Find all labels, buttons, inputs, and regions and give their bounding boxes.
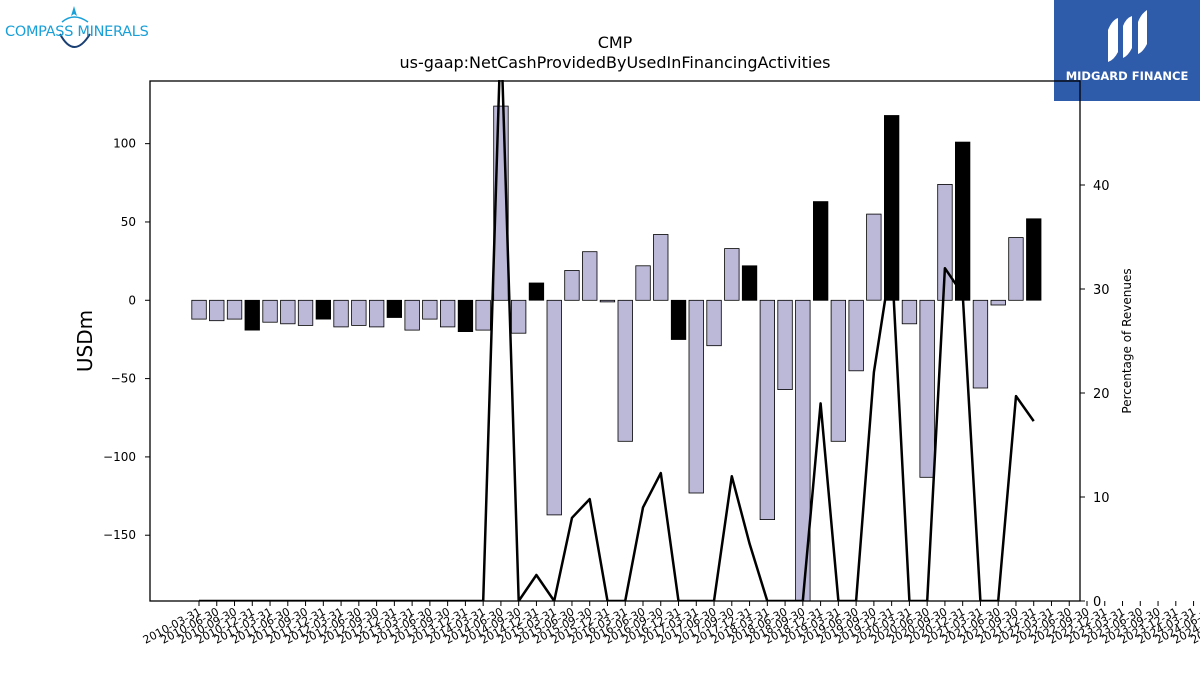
bar-2013-12-31 (457, 299, 474, 332)
bar-2014-03-31 (475, 299, 491, 331)
bar-2018-12-31 (813, 201, 829, 301)
bar-2014-12-31 (528, 282, 545, 301)
percentage-of-revenues-line (199, 80, 1035, 601)
bar-2010-03-31 (191, 299, 207, 320)
bar-2011-09-30 (297, 299, 314, 326)
bar-2015-06-30 (564, 270, 580, 301)
bar-2021-12-31 (1026, 218, 1042, 301)
y-axis-left: −150 −100 −50 0 50 100 (103, 137, 150, 542)
y-tick-label-0: 0 (128, 293, 136, 307)
chart-title: CMP (598, 33, 633, 52)
bar-2019-12-31 (884, 115, 900, 301)
bar-2013-06-30 (422, 299, 438, 320)
midgard-finance-wordmark: MIDGARD FINANCE (1065, 69, 1189, 83)
bar-2012-12-31 (386, 299, 403, 318)
bar-2012-09-30 (368, 299, 385, 328)
bar-2015-03-31 (546, 299, 562, 516)
bar-2016-09-30 (653, 234, 669, 301)
midgard-m-icon (1108, 10, 1147, 62)
y-axis-label: USDm (73, 310, 97, 372)
bar-2019-09-30 (866, 213, 882, 301)
bar-2015-09-30 (582, 251, 598, 301)
y2-axis-label: Percentage of Revenues (1120, 268, 1134, 413)
y2-tick-label-30: 30 (1093, 283, 1110, 298)
y-tick-label--100: −100 (103, 450, 136, 464)
y-tick-label-50: 50 (121, 215, 136, 229)
y2-tick-label-10: 10 (1093, 491, 1110, 506)
bar-2017-09-30 (724, 248, 740, 301)
compass-star-icon (59, 6, 91, 48)
compass-minerals-wordmark: COMPASS MINERALS (5, 24, 149, 40)
chart-subtitle: us-gaap:NetCashProvidedByUsedInFinancing… (399, 53, 830, 72)
bar-2016-03-31 (617, 299, 633, 442)
y-tick-label-100: 100 (113, 137, 136, 151)
bar-2010-12-31 (244, 299, 260, 331)
bar-2016-06-30 (635, 265, 651, 301)
bar-2020-12-31 (955, 141, 971, 301)
bar-2013-03-31 (404, 299, 420, 331)
bar-2017-06-30 (706, 299, 722, 347)
bar-2013-09-30 (439, 299, 456, 328)
bar-2011-12-31 (315, 299, 332, 320)
bar-2021-03-31 (972, 299, 989, 389)
bar-2020-06-30 (919, 299, 935, 478)
bar-2019-03-31 (830, 299, 846, 442)
bar-2021-06-30 (990, 299, 1006, 306)
bar-2017-03-31 (688, 299, 704, 494)
bar-2019-06-30 (848, 299, 864, 372)
y2-tick-label-40: 40 (1093, 179, 1110, 194)
bar-2021-09-30 (1008, 237, 1024, 301)
bar-2020-09-30 (937, 183, 953, 301)
bar-2014-09-30 (510, 299, 527, 334)
bar-series (191, 105, 1042, 602)
bar-2011-03-31 (262, 299, 278, 323)
y2-tick-label-20: 20 (1093, 387, 1110, 402)
bar-2020-03-31 (901, 299, 918, 325)
bar-2018-03-31 (759, 299, 775, 520)
midgard-finance-logo: MIDGARD FINANCE (1054, 0, 1200, 101)
plot-frame (149, 80, 1081, 602)
compass-minerals-logo: COMPASS MINERALS (4, 4, 149, 54)
bar-2016-12-31 (670, 299, 687, 340)
bar-2010-06-30 (209, 299, 225, 322)
bar-2017-12-31 (741, 265, 758, 301)
x-axis: 2010-03-312010-06-302010-09-302010-12-31… (141, 601, 1200, 647)
bar-2018-06-30 (777, 299, 793, 390)
bar-2010-09-30 (226, 299, 243, 320)
bar-2011-06-30 (280, 299, 296, 325)
bar-2012-03-31 (333, 299, 349, 328)
y-axis-right: 0 10 20 30 40 (1080, 179, 1110, 610)
bar-2015-12-31 (599, 299, 616, 303)
y2-tick-label-0: 0 (1093, 595, 1101, 610)
bar-2012-06-30 (351, 299, 367, 326)
y-tick-label--50: −50 (111, 372, 136, 386)
percentage-line-series (199, 80, 1035, 601)
y-tick-label--150: −150 (103, 528, 136, 542)
